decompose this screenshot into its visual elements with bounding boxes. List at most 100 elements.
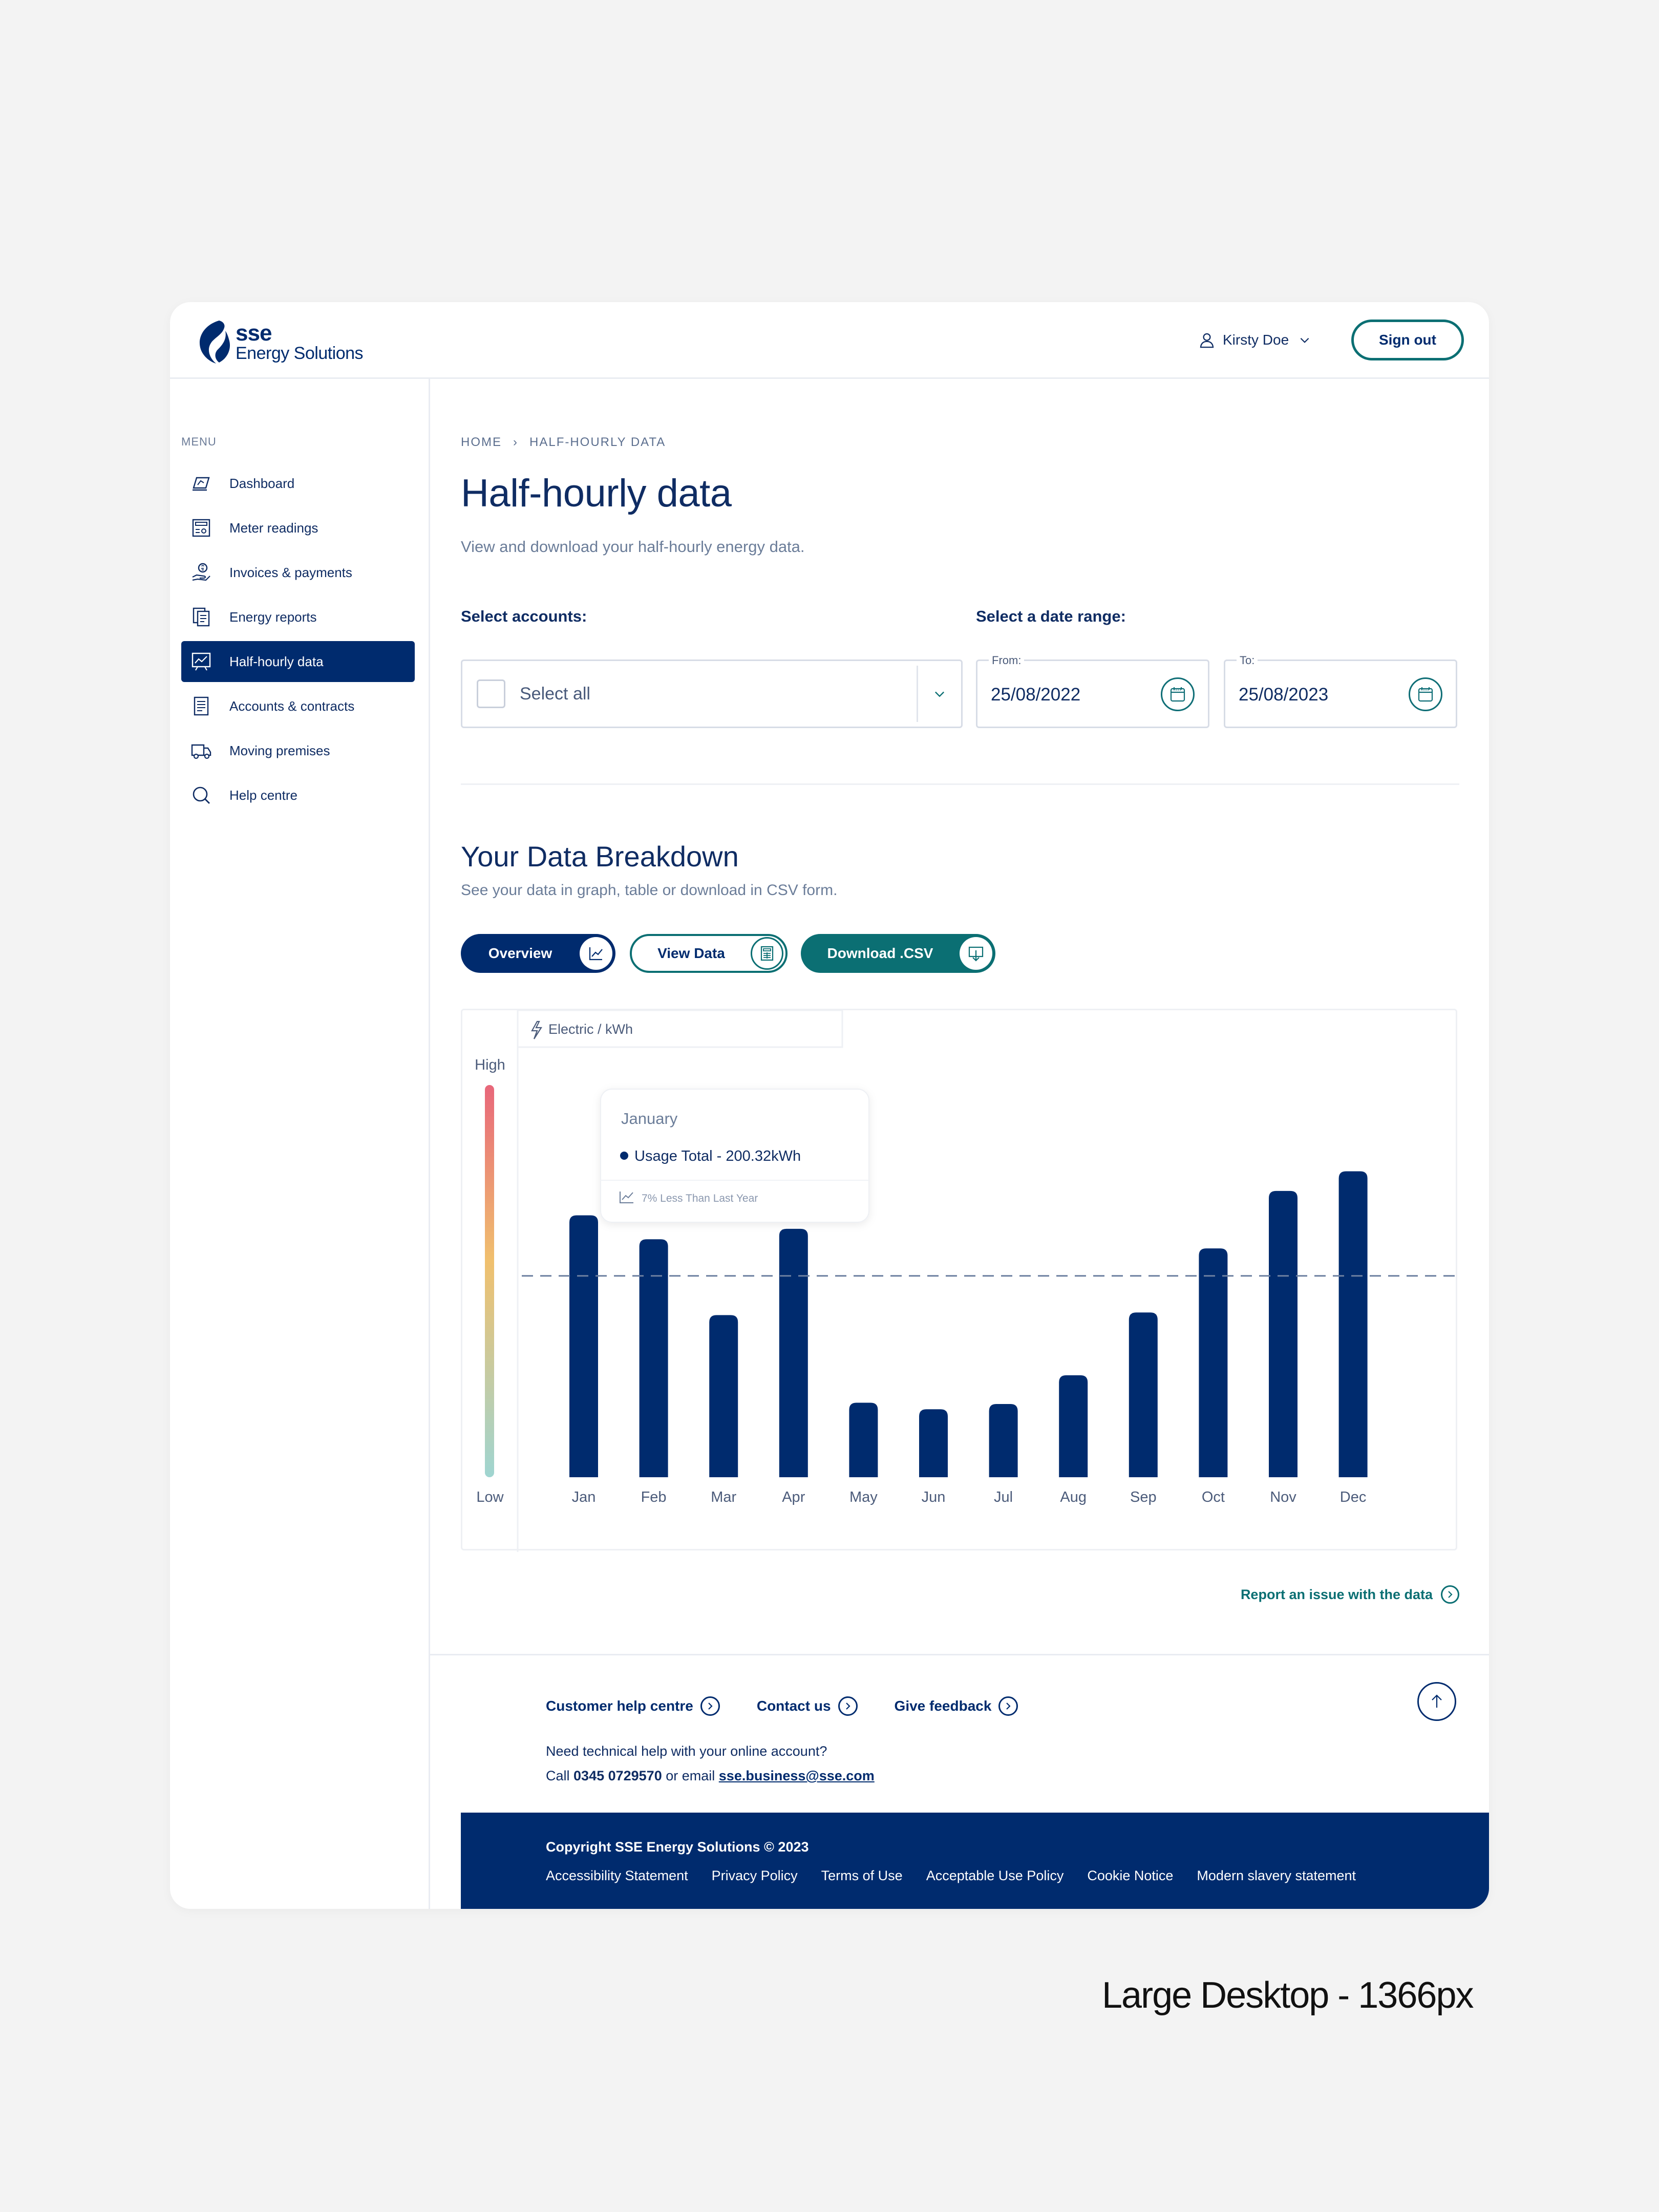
from-calendar-button[interactable] bbox=[1161, 677, 1195, 711]
table-icon bbox=[751, 937, 783, 970]
x-label-jan: Jan bbox=[572, 1489, 596, 1505]
calendar-icon bbox=[1170, 687, 1185, 702]
scale-low-label: Low bbox=[476, 1489, 504, 1505]
reports-icon bbox=[193, 607, 210, 627]
report-issue-link[interactable]: Report an issue with the data bbox=[1241, 1585, 1459, 1604]
legal-link-terms[interactable]: Terms of Use bbox=[821, 1868, 903, 1883]
bar-jan[interactable] bbox=[569, 1215, 598, 1477]
logo-secondary-text: Energy Solutions bbox=[236, 344, 364, 363]
to-date-label: To: bbox=[1237, 654, 1258, 667]
meter-icon bbox=[192, 519, 210, 537]
legal-link-acceptable-use[interactable]: Acceptable Use Policy bbox=[926, 1868, 1064, 1883]
tab-download-csv[interactable]: Download .CSV bbox=[801, 934, 995, 973]
logo-primary-text: sse bbox=[236, 321, 272, 346]
sidebar-item-energy-reports[interactable]: Energy reports bbox=[181, 597, 415, 637]
van-icon bbox=[191, 744, 211, 759]
breadcrumb-home[interactable]: HOME bbox=[461, 435, 502, 449]
sidebar-item-moving-premises[interactable]: Moving premises bbox=[181, 730, 415, 771]
sidebar-item-label: Help centre bbox=[229, 787, 297, 803]
chevron-down-icon bbox=[935, 691, 944, 697]
help-email-link[interactable]: sse.business@sse.com bbox=[718, 1768, 875, 1783]
x-label-mar: Mar bbox=[711, 1489, 736, 1505]
sign-out-button[interactable]: Sign out bbox=[1351, 320, 1464, 360]
sse-logo[interactable]: sse Energy Solutions bbox=[194, 316, 364, 368]
tooltip-series-dot bbox=[620, 1152, 628, 1160]
x-label-feb: Feb bbox=[641, 1489, 667, 1505]
bar-dec[interactable] bbox=[1338, 1171, 1368, 1477]
contact-us-link[interactable]: Contact us bbox=[757, 1696, 858, 1716]
from-date-field[interactable]: From: 25/08/2022 bbox=[976, 654, 1209, 728]
bar-may[interactable] bbox=[849, 1402, 878, 1477]
to-calendar-button[interactable] bbox=[1409, 677, 1442, 711]
select-divider bbox=[917, 666, 918, 722]
chevron-right-icon bbox=[700, 1696, 720, 1716]
bar-jun[interactable] bbox=[919, 1409, 948, 1477]
x-label-jun: Jun bbox=[922, 1489, 946, 1505]
sidebar-item-label: Dashboard bbox=[229, 475, 295, 491]
contact-us-label: Contact us bbox=[756, 1698, 831, 1714]
legal-link-privacy[interactable]: Privacy Policy bbox=[711, 1868, 798, 1883]
scale-high-label: High bbox=[475, 1057, 505, 1073]
download-icon bbox=[960, 937, 992, 970]
sidebar-item-help-centre[interactable]: Help centre bbox=[181, 775, 415, 816]
legal-link-accessibility[interactable]: Accessibility Statement bbox=[546, 1868, 688, 1883]
legal-link-cookie[interactable]: Cookie Notice bbox=[1087, 1868, 1174, 1883]
x-axis-labels: Jan Feb Mar Apr May Jun Jul Aug Sep Oct Nov Dec bbox=[572, 1489, 1367, 1505]
tooltip-series: Usage Total - 200.32kWh bbox=[634, 1148, 801, 1164]
calendar-icon bbox=[1418, 687, 1433, 702]
unit-header-box bbox=[517, 1010, 843, 1048]
tab-view-data[interactable]: View Data bbox=[630, 934, 788, 973]
sse-flame-icon bbox=[199, 321, 230, 364]
bar-jul[interactable] bbox=[989, 1404, 1018, 1477]
contracts-icon bbox=[194, 696, 209, 716]
select-all-text: Select all bbox=[520, 684, 590, 704]
sidebar-item-half-hourly-data[interactable]: Half-hourly data bbox=[181, 641, 415, 682]
report-issue-label: Report an issue with the data bbox=[1240, 1586, 1433, 1602]
to-date-field[interactable]: To: 25/08/2023 bbox=[1224, 654, 1457, 728]
usage-chart: Electric / kWh High Low Jan Feb Mar Apr May J… bbox=[461, 1009, 1459, 1552]
select-arrow[interactable] bbox=[918, 687, 961, 701]
bar-nov[interactable] bbox=[1269, 1190, 1298, 1477]
help-phone[interactable]: 0345 0729570 bbox=[573, 1768, 662, 1783]
legal-links: Accessibility Statement Privacy Policy T… bbox=[546, 1868, 1379, 1884]
tab-view-data-label: View Data bbox=[657, 945, 725, 961]
sidebar-item-accounts-contracts[interactable]: Accounts & contracts bbox=[181, 686, 415, 727]
accounts-select[interactable]: Select all bbox=[461, 660, 963, 728]
help-icon bbox=[193, 786, 210, 804]
tooltip-card bbox=[600, 1089, 869, 1223]
chevron-right-icon bbox=[998, 1696, 1018, 1716]
section-divider bbox=[461, 783, 1459, 785]
bar-oct[interactable] bbox=[1199, 1248, 1228, 1477]
sidebar-item-label: Energy reports bbox=[229, 609, 317, 625]
from-date-value: 25/08/2022 bbox=[991, 685, 1081, 705]
unit-label: Electric / kWh bbox=[548, 1022, 633, 1037]
bar-apr[interactable] bbox=[779, 1228, 808, 1477]
chevron-down-icon bbox=[1300, 337, 1309, 343]
user-menu[interactable]: Kirsty Doe bbox=[1198, 325, 1318, 355]
bar-mar[interactable] bbox=[709, 1315, 738, 1477]
give-feedback-link[interactable]: Give feedback bbox=[895, 1696, 1018, 1716]
bar-feb[interactable] bbox=[639, 1239, 668, 1477]
usage-chart-svg: Electric / kWh High Low Jan Feb Mar Apr May J… bbox=[475, 1010, 1459, 1552]
sidebar-item-invoices[interactable]: Invoices & payments bbox=[181, 552, 415, 593]
select-all-checkbox[interactable] bbox=[477, 679, 505, 708]
back-to-top-button[interactable] bbox=[1417, 1682, 1456, 1721]
sidebar-item-label: Meter readings bbox=[229, 520, 318, 536]
breakdown-title: Your Data Breakdown bbox=[461, 840, 739, 873]
sidebar-item-meter-readings[interactable]: Meter readings bbox=[181, 507, 415, 548]
sidebar-item-label: Moving premises bbox=[229, 742, 330, 758]
sidebar-item-dashboard[interactable]: Dashboard bbox=[181, 463, 415, 504]
frame-caption: Large Desktop - 1366px bbox=[1102, 1975, 1474, 2016]
breadcrumb-current: HALF-HOURLY DATA bbox=[529, 435, 666, 449]
page-subtitle: View and download your half-hourly energ… bbox=[461, 538, 805, 556]
tab-overview[interactable]: Overview bbox=[461, 934, 615, 973]
customer-help-link[interactable]: Customer help centre bbox=[546, 1696, 720, 1716]
bar-aug[interactable] bbox=[1059, 1375, 1088, 1477]
x-label-dec: Dec bbox=[1340, 1489, 1367, 1505]
sidebar-item-label: Half-hourly data bbox=[229, 653, 324, 669]
legal-link-modern-slavery[interactable]: Modern slavery statement bbox=[1197, 1868, 1356, 1883]
bar-sep[interactable] bbox=[1129, 1312, 1158, 1477]
breakdown-subtitle: See your data in graph, table or downloa… bbox=[461, 882, 838, 899]
to-date-value: 25/08/2023 bbox=[1239, 685, 1329, 705]
scale-gradient-bar bbox=[485, 1085, 494, 1477]
